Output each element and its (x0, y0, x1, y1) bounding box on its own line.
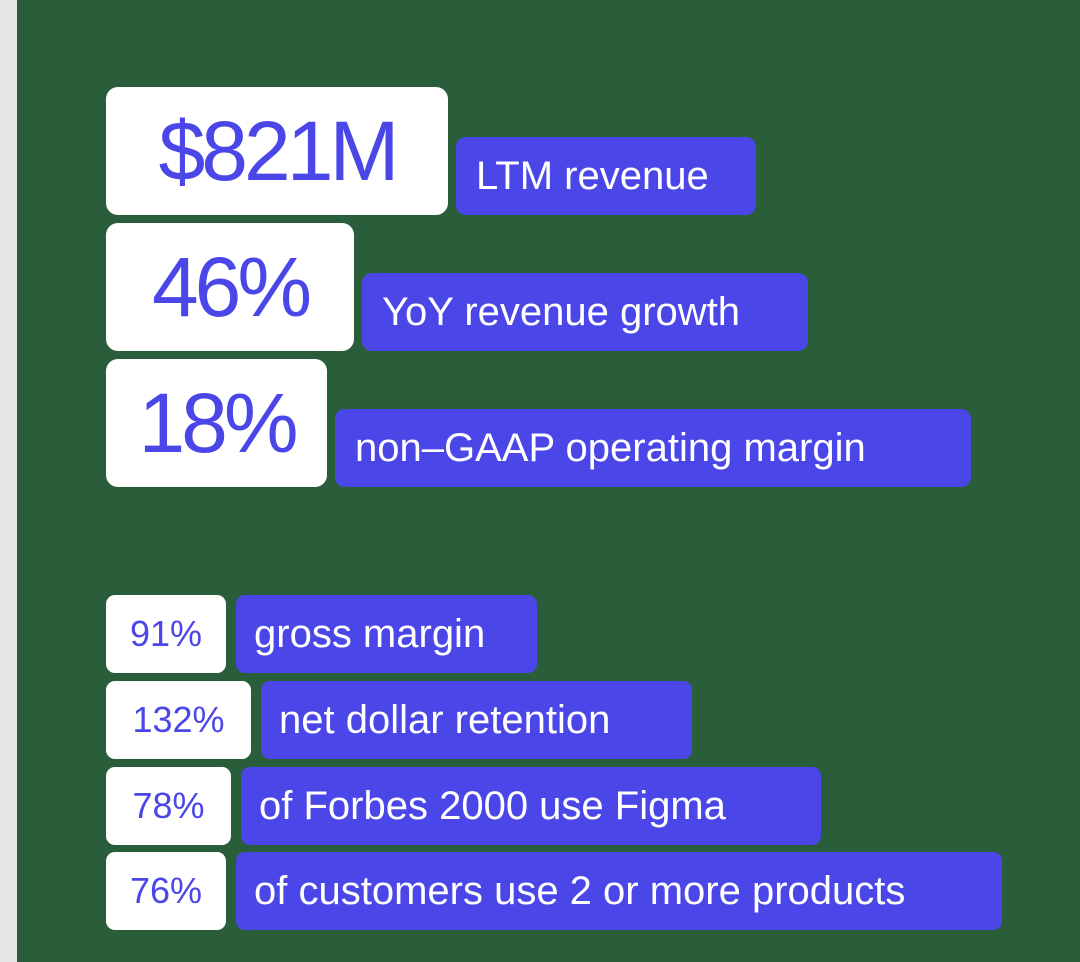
stat-label: of Forbes 2000 use Figma (241, 767, 821, 845)
stat-label: LTM revenue (456, 137, 756, 215)
stat-row-multi-product: 76% of customers use 2 or more products (106, 852, 1002, 930)
stat-label: of customers use 2 or more products (236, 852, 1002, 930)
stat-row-forbes-2000: 78% of Forbes 2000 use Figma (106, 767, 821, 845)
stat-row-gross-margin: 91% gross margin (106, 595, 537, 673)
stat-label: non–GAAP operating margin (335, 409, 971, 487)
stat-value: 132% (106, 681, 251, 759)
stat-row-net-dollar-retention: 132% net dollar retention (106, 681, 692, 759)
stat-row-operating-margin: 18% non–GAAP operating margin (106, 359, 971, 487)
stat-row-ltm-revenue: $821M LTM revenue (106, 87, 756, 215)
stat-value: 91% (106, 595, 226, 673)
stat-value: 76% (106, 852, 226, 930)
stat-value: 46% (106, 223, 354, 351)
stat-label: YoY revenue growth (362, 273, 808, 351)
stat-value: $821M (106, 87, 448, 215)
stat-value: 78% (106, 767, 231, 845)
stat-label: gross margin (236, 595, 537, 673)
stat-label: net dollar retention (261, 681, 692, 759)
stat-row-yoy-growth: 46% YoY revenue growth (106, 223, 808, 351)
stat-value: 18% (106, 359, 327, 487)
